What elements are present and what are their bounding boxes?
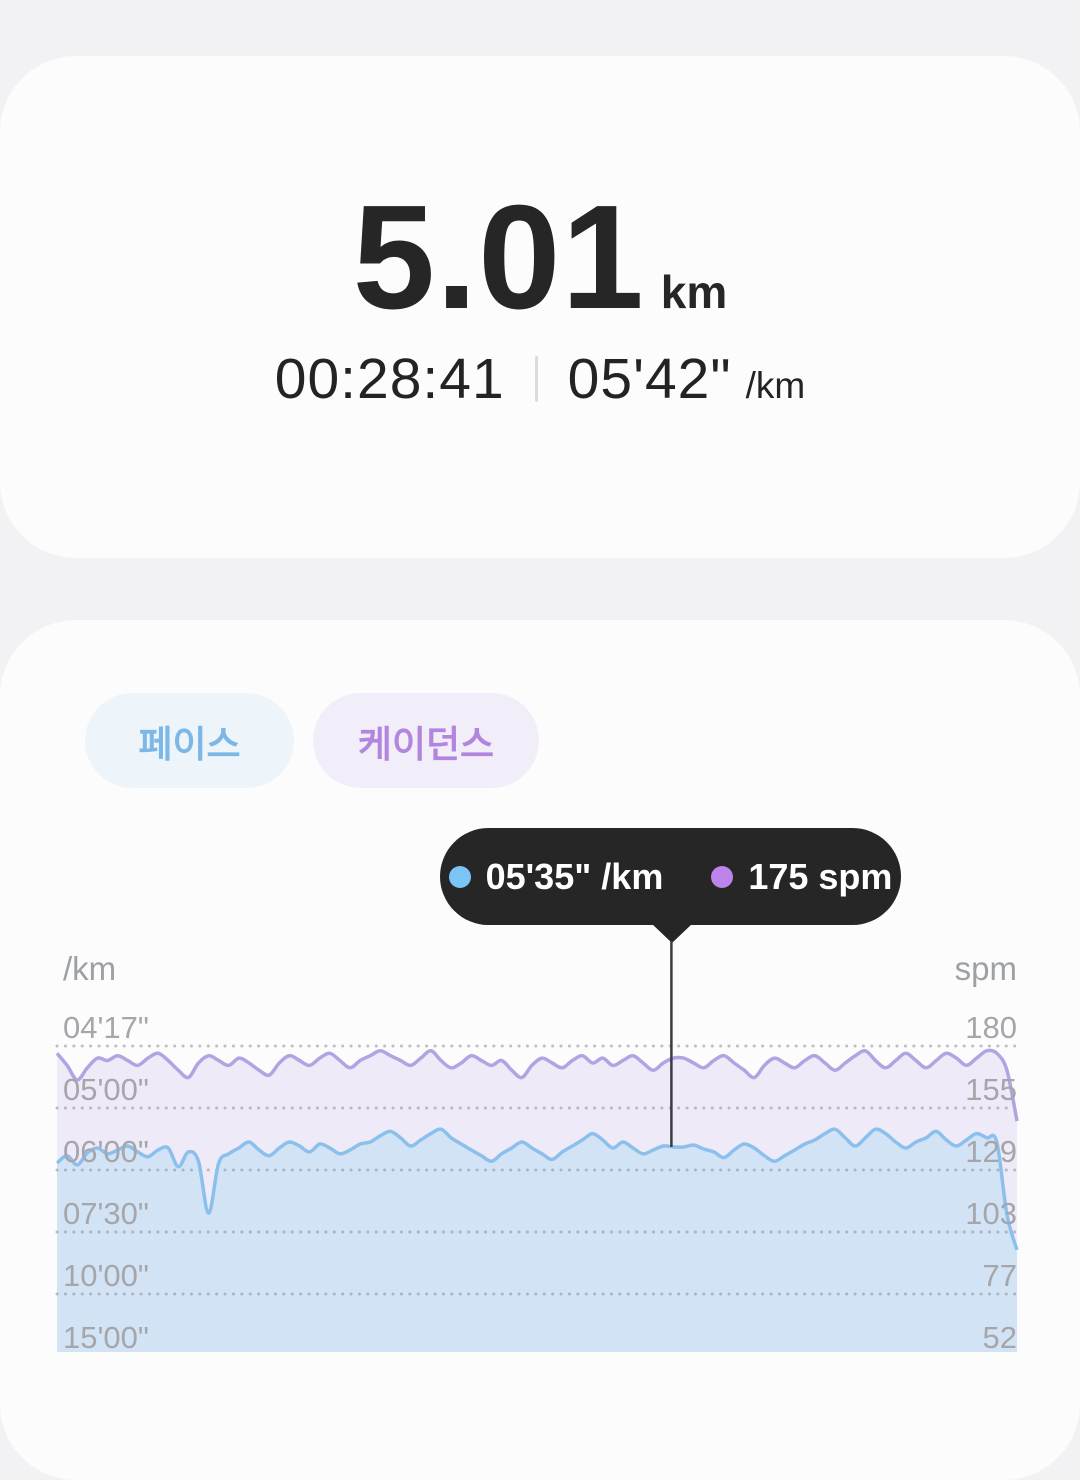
pace-axis-tick: 10'00" bbox=[63, 1258, 149, 1293]
tab-cadence[interactable]: 케이던스 bbox=[313, 693, 539, 788]
distance-row: 5.01 km bbox=[0, 184, 1080, 378]
cadence-axis-tick: 155 bbox=[965, 1072, 1017, 1107]
pace-dot-icon bbox=[448, 865, 471, 888]
cadence-axis-tick: 180 bbox=[965, 1010, 1017, 1045]
stats-row: 00:28:41 05'42" /km bbox=[0, 346, 1080, 412]
cadence-line bbox=[55, 1048, 1019, 1122]
summary-card: 5.01 km 00:28:41 05'42" /km bbox=[0, 56, 1080, 558]
chart-tooltip: 05'35" /km 175 spm bbox=[440, 828, 901, 925]
pace-axis-tick: 05'00" bbox=[63, 1072, 149, 1107]
duration-value: 00:28:41 bbox=[274, 347, 505, 411]
cadence-axis-tick: 77 bbox=[982, 1258, 1017, 1293]
distance-unit: km bbox=[660, 266, 728, 318]
cadence-axis-tick: 103 bbox=[965, 1196, 1017, 1231]
pace-cadence-chart[interactable] bbox=[0, 940, 1080, 1352]
average-pace-value: 05'42" bbox=[567, 347, 732, 411]
tab-pace-label: 페이스 bbox=[138, 723, 241, 765]
left-axis-header: /km bbox=[63, 950, 117, 987]
tab-cadence-label: 케이던스 bbox=[357, 723, 495, 765]
pace-axis-tick: 04'17" bbox=[63, 1010, 149, 1045]
stats-divider bbox=[534, 356, 538, 402]
chart-card: 페이스 케이던스 05'35" /km 175 spm /km spm 04'1… bbox=[0, 620, 1080, 1480]
tooltip-cadence-value: 175 spm bbox=[748, 855, 893, 897]
pace-line bbox=[55, 1127, 1019, 1251]
cadence-axis-tick: 129 bbox=[965, 1134, 1017, 1169]
tooltip-pace-value: 05'35" /km bbox=[485, 855, 664, 897]
pace-area bbox=[57, 1129, 1017, 1352]
distance-value: 5.01 bbox=[352, 175, 645, 340]
pace-axis-tick: 15'00" bbox=[63, 1320, 149, 1355]
average-pace: 05'42" /km bbox=[568, 346, 806, 412]
cadence-dot-icon bbox=[711, 865, 734, 888]
tooltip-pointer-icon bbox=[651, 923, 693, 943]
pace-axis-tick: 07'30" bbox=[63, 1196, 149, 1231]
pace-axis-tick: 06'00" bbox=[63, 1134, 149, 1169]
cadence-axis-tick: 52 bbox=[982, 1320, 1017, 1355]
tab-pace[interactable]: 페이스 bbox=[85, 693, 294, 788]
average-pace-unit: /km bbox=[745, 365, 806, 406]
right-axis-header: spm bbox=[954, 950, 1017, 987]
app-screen: { "summary": { "distance": "5.01", "dist… bbox=[0, 56, 1080, 1355]
